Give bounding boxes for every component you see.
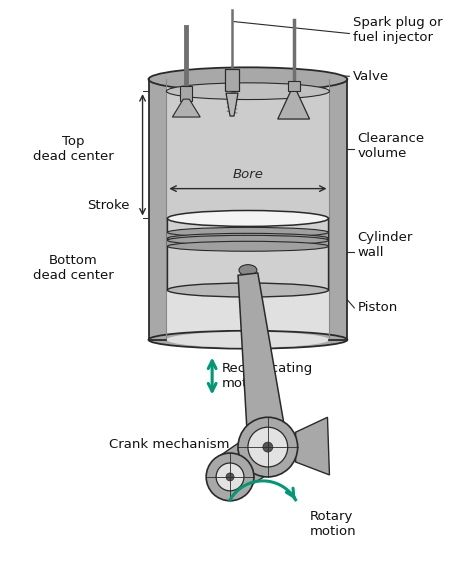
Circle shape [216,463,244,491]
Text: Cylinder
wall: Cylinder wall [357,231,413,259]
Bar [288,81,300,91]
Bar [167,218,328,290]
Text: Top
dead center: Top dead center [33,135,113,163]
Ellipse shape [148,331,347,349]
Ellipse shape [166,332,329,348]
Ellipse shape [148,68,347,91]
Circle shape [238,417,298,477]
Bar [180,86,192,101]
Circle shape [206,453,254,501]
Text: Stroke: Stroke [88,199,130,212]
Ellipse shape [167,241,328,251]
Polygon shape [226,93,238,116]
Ellipse shape [167,227,328,237]
Text: Bottom
dead center: Bottom dead center [33,254,113,282]
Polygon shape [173,99,200,117]
Circle shape [226,473,234,481]
Polygon shape [238,273,288,450]
Bar [166,91,329,218]
Text: Crank mechanism: Crank mechanism [109,438,229,451]
Polygon shape [215,435,283,487]
Polygon shape [278,91,310,119]
Ellipse shape [167,283,328,297]
Text: Valve: Valve [353,70,390,83]
Bar [167,232,328,238]
Ellipse shape [167,234,328,243]
Text: Bore: Bore [233,168,264,181]
Circle shape [248,427,288,467]
Bar [148,79,166,340]
Ellipse shape [167,211,328,227]
Text: Reciprocating
motion: Reciprocating motion [222,362,313,390]
Bar [166,79,329,340]
Bar [329,79,347,340]
Text: Piston: Piston [357,301,398,315]
Bar [225,69,239,91]
Circle shape [263,442,273,452]
Ellipse shape [167,235,328,245]
Text: Clearance
volume: Clearance volume [357,132,424,160]
Text: Rotary
motion: Rotary motion [310,510,356,538]
Ellipse shape [239,265,257,276]
Polygon shape [296,417,329,475]
Ellipse shape [166,83,329,100]
Bar [167,240,328,247]
Text: Spark plug or
fuel injector: Spark plug or fuel injector [353,16,443,43]
